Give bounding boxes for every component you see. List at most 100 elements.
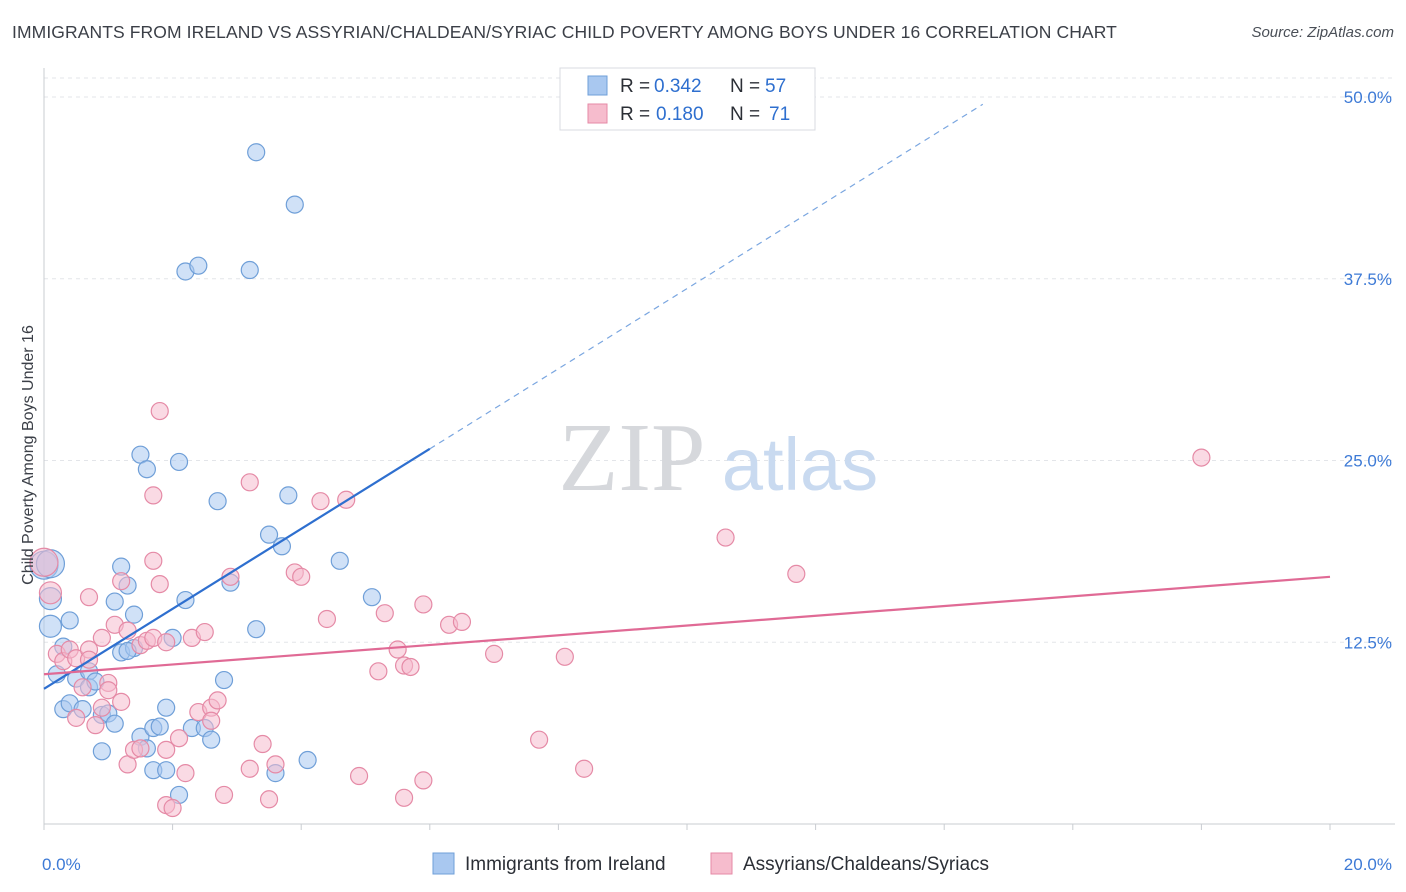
y-tick-label: 37.5% xyxy=(1344,270,1392,289)
point-ireland xyxy=(214,670,234,690)
point-ireland xyxy=(362,588,382,607)
legend-swatch-assyrian xyxy=(587,103,608,124)
point-ireland xyxy=(240,260,259,280)
point-assyrian xyxy=(92,698,111,717)
point-assyrian xyxy=(414,595,433,614)
point-ireland xyxy=(157,698,176,717)
point-assyrian xyxy=(144,486,163,505)
point-assyrian xyxy=(157,740,176,759)
point-assyrian xyxy=(214,785,234,805)
point-ireland xyxy=(189,256,208,275)
point-ireland xyxy=(150,717,169,736)
tick-labels: 12.5% 25.0% 37.5% 50.0% 0.0% 20.0% xyxy=(42,88,1392,874)
point-assyrian xyxy=(1192,448,1211,467)
point-assyrian xyxy=(99,681,118,700)
point-ireland xyxy=(259,525,279,544)
point-assyrian xyxy=(169,729,189,748)
point-assyrian xyxy=(150,574,169,594)
trend-line-ireland-extension xyxy=(429,103,984,450)
point-ireland xyxy=(247,143,266,162)
point-ireland xyxy=(157,761,176,780)
bottom-legend-label-assyrian: Assyrians/Chaldeans/Syriacs xyxy=(743,854,989,875)
point-assyrian xyxy=(131,739,150,758)
point-assyrian xyxy=(266,755,285,774)
point-assyrian xyxy=(67,708,86,727)
point-assyrian xyxy=(253,734,272,754)
trend-line-assyrian xyxy=(43,575,1331,676)
point-ireland xyxy=(279,486,298,505)
point-assyrian xyxy=(79,588,99,607)
grid xyxy=(44,77,1395,643)
point-assyrian xyxy=(311,492,330,511)
bottom-legend-swatch-ireland xyxy=(432,852,455,875)
legend-r-label-1: R = xyxy=(620,76,650,97)
point-assyrian xyxy=(144,551,163,570)
data-points xyxy=(29,143,1211,818)
x-tick-label: 0.0% xyxy=(42,855,81,874)
point-assyrian xyxy=(787,564,806,584)
bottom-legend-label-ireland: Immigrants from Ireland xyxy=(465,854,666,875)
point-assyrian xyxy=(202,711,221,730)
point-assyrian xyxy=(112,692,131,711)
point-assyrian xyxy=(92,628,111,647)
point-assyrian xyxy=(349,766,369,786)
watermark: ZIP atlas xyxy=(559,404,879,512)
point-assyrian xyxy=(401,657,420,677)
legend-n-label-2: N = xyxy=(730,104,760,125)
point-assyrian xyxy=(86,716,105,735)
point-ireland xyxy=(298,750,317,770)
point-assyrian xyxy=(29,547,59,577)
point-assyrian xyxy=(485,644,504,663)
point-ireland xyxy=(247,620,266,639)
point-assyrian xyxy=(375,604,394,623)
point-assyrian xyxy=(292,567,311,586)
point-assyrian xyxy=(195,622,214,642)
bottom-legend: Immigrants from Ireland Assyrians/Chalde… xyxy=(432,852,989,875)
point-ireland xyxy=(92,742,111,761)
point-assyrian xyxy=(38,581,63,605)
point-assyrian xyxy=(716,528,735,547)
point-assyrian xyxy=(176,764,195,783)
point-ireland xyxy=(208,492,227,511)
point-assyrian xyxy=(240,473,259,492)
legend-r-value-1: 0.342 xyxy=(654,76,702,97)
legend-n-value-1: 57 xyxy=(765,76,786,97)
point-ireland xyxy=(169,452,189,472)
point-assyrian xyxy=(112,572,131,591)
legend-n-label-1: N = xyxy=(730,76,760,97)
y-tick-label: 50.0% xyxy=(1344,88,1392,107)
point-ireland xyxy=(60,611,79,630)
legend-r-value-2: 0.180 xyxy=(656,104,704,125)
axes xyxy=(43,68,1395,830)
point-assyrian xyxy=(317,609,337,629)
x-tick-label: 20.0% xyxy=(1344,855,1392,874)
point-assyrian xyxy=(240,759,259,778)
point-ireland xyxy=(202,730,221,749)
legend-r-label-2: R = xyxy=(620,104,650,125)
point-ireland xyxy=(124,605,144,624)
point-assyrian xyxy=(414,771,433,790)
trend-line-ireland xyxy=(43,447,431,690)
trend-lines xyxy=(43,103,1331,690)
point-ireland xyxy=(285,195,304,214)
point-ireland xyxy=(105,592,124,611)
legend-n-value-2: 71 xyxy=(769,104,790,125)
legend: R = 0.342 N = 57 R = 0.180 N = 71 xyxy=(559,67,816,131)
point-assyrian xyxy=(73,678,92,697)
point-assyrian xyxy=(575,759,594,778)
point-assyrian xyxy=(369,662,388,681)
watermark-zip: ZIP xyxy=(559,404,706,512)
point-assyrian xyxy=(208,691,227,710)
point-ireland xyxy=(38,614,63,638)
y-axis-label: Child Poverty Among Boys Under 16 xyxy=(20,325,37,585)
source-credit: Source: ZipAtlas.com xyxy=(1251,24,1394,41)
point-assyrian xyxy=(163,798,182,818)
point-assyrian xyxy=(530,730,549,749)
chart-title: IMMIGRANTS FROM IRELAND VS ASSYRIAN/CHAL… xyxy=(12,22,1117,42)
point-assyrian xyxy=(150,401,169,421)
watermark-atlas: atlas xyxy=(722,423,878,506)
point-assyrian xyxy=(555,647,574,666)
bottom-legend-swatch-assyrian xyxy=(710,852,733,875)
point-ireland xyxy=(137,460,156,479)
